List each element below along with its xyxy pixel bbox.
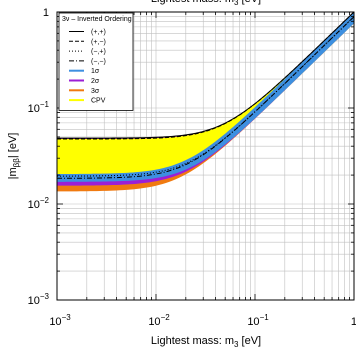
legend-label: (−,+): [91, 49, 106, 56]
x-tick-label: 1: [351, 316, 356, 328]
ticks: [56, 12, 354, 301]
x-tick-label: 10−2: [148, 313, 170, 328]
y-tick-label: 10−2: [28, 196, 50, 211]
y-tick-label: 10−1: [28, 100, 50, 115]
chart-title: Lightest mass: m3 [eV]: [151, 0, 261, 7]
plot-frame: [56, 11, 355, 301]
legend: 3ν – Inverted Ordering (+,+) (+,−) (−,+) (−,…: [58, 12, 134, 111]
legend-label: 3σ: [91, 88, 100, 95]
legend-box: [58, 12, 134, 111]
grid: [57, 12, 354, 300]
y-tick-label: 10−3: [28, 292, 50, 307]
curve-dotted: [57, 16, 354, 177]
tick-labels: 10−3 10−2 10−1 1 10−3 10−2 10−1 1: [28, 7, 356, 328]
legend-label: 2σ: [91, 78, 100, 85]
curve-dashdot: [57, 16, 354, 179]
band-CPV: [57, 12, 354, 175]
legend-label: CPV: [91, 98, 106, 105]
x-tick-label: 10−1: [247, 313, 269, 328]
legend-label: (+,+): [91, 29, 106, 36]
legend-label: 1σ: [91, 68, 100, 75]
y-axis-label: |mββ| [eV]: [7, 133, 21, 180]
x-tick-label: 10−3: [49, 313, 71, 328]
y-tick-label: 1: [43, 7, 49, 19]
curves: [57, 12, 354, 179]
legend-title: 3ν – Inverted Ordering: [62, 16, 132, 23]
x-axis-label: Lightest mass: m3 [eV]: [151, 335, 261, 349]
legend-label: (+,−): [91, 39, 106, 46]
curve-dashed: [57, 12, 354, 140]
bands: [57, 12, 354, 192]
legend-label: (−,−): [91, 58, 106, 65]
